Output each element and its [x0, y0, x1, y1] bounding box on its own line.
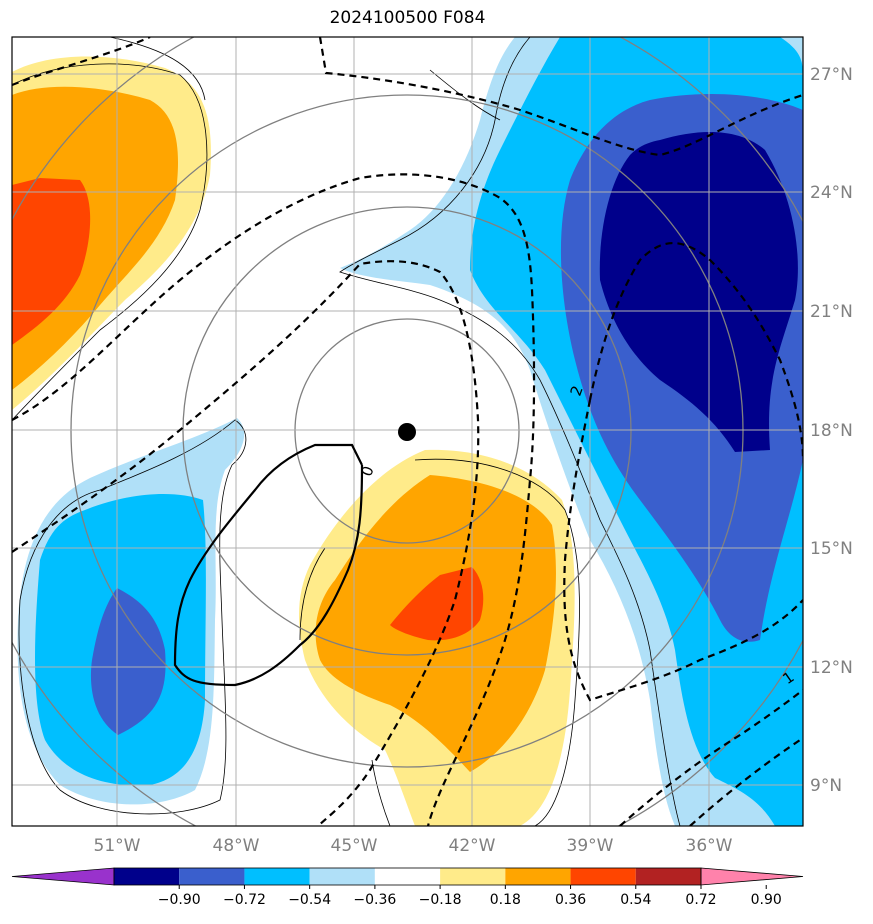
colorbar-segment — [635, 868, 701, 885]
colorbar-segment — [570, 868, 636, 885]
colorbar-extend-low — [11, 867, 115, 886]
lon-tick-labels: 51°W 48°W 45°W 42°W 39°W 36°W — [94, 836, 733, 856]
lat-tick-labels: 27°N 24°N 21°N 18°N 15°N 12°N 9°N — [810, 65, 853, 796]
colorbar-tick-label: 0.36 — [555, 892, 586, 908]
colorbar-segment — [244, 868, 310, 885]
dashed-contour-southeast-1 — [619, 689, 803, 826]
fill-pos-054-center — [390, 567, 484, 641]
colorbar-extend-high — [700, 867, 804, 886]
lon-tick-label: 42°W — [449, 836, 496, 856]
zero-contour-line — [173, 443, 364, 687]
range-rings — [12, 37, 803, 826]
colorbar-tick-label: 0.54 — [620, 892, 651, 908]
dashed-contour-north-2 — [318, 37, 803, 157]
colorbar-tick-label: 0.72 — [685, 892, 716, 908]
lon-tick-label: 36°W — [686, 836, 733, 856]
colorbar-segment — [114, 868, 180, 885]
lat-tick-label: 21°N — [810, 302, 853, 322]
thin-contour-west — [12, 63, 208, 421]
map-title: 2024100500 F084 — [329, 8, 486, 28]
dashed-contour-east-2 — [563, 399, 803, 702]
colorbar-tick-label: 0.90 — [751, 892, 782, 908]
lon-tick-label: 48°W — [213, 836, 260, 856]
filled-contours — [12, 37, 803, 826]
lon-tick-label: 39°W — [567, 836, 614, 856]
fill-neg-072-east — [599, 131, 798, 452]
contour-label-zero: 0 — [357, 464, 377, 479]
colorbar-segment — [505, 868, 571, 885]
colorbar-segment — [309, 868, 375, 885]
dashed-contour-north-1 — [12, 37, 151, 87]
lat-tick-label: 15°N — [810, 539, 853, 559]
lat-tick-label: 18°N — [810, 421, 853, 441]
thin-contour-east-1 — [339, 37, 681, 826]
lat-tick-label: 12°N — [810, 658, 853, 678]
colorbar-segment — [179, 868, 245, 885]
dashed-contour-center — [12, 260, 480, 826]
colorbar-tick-label: −0.54 — [288, 892, 331, 908]
range-ring-2 — [182, 206, 632, 656]
range-ring-3 — [70, 94, 744, 768]
colorbar-tick-label: −0.90 — [158, 892, 201, 908]
colorbar-tick-label: 0.18 — [490, 892, 521, 908]
dashed-contour-southeast-2 — [689, 737, 803, 826]
lon-tick-label: 51°W — [94, 836, 141, 856]
colorbar-segment — [374, 868, 441, 885]
colorbar-tick-label: −0.36 — [353, 892, 396, 908]
dashed-contour-east — [588, 242, 803, 461]
lat-tick-label: 24°N — [810, 183, 853, 203]
colorbar-outline — [113, 867, 702, 886]
colorbar-tick-label: −0.18 — [419, 892, 462, 908]
fill-pos-054-west — [12, 86, 179, 391]
range-ring-1 — [294, 318, 520, 544]
dashed-contour-west — [12, 173, 536, 826]
thin-contour-southwest — [18, 419, 247, 815]
colorbar: −0.90 −0.72 −0.54 −0.36 −0.18 0.18 0.36 0.54 0.7… — [11, 867, 804, 908]
map-panel: 0 2 1 — [12, 37, 803, 826]
lon-tick-label: 45°W — [331, 836, 378, 856]
dashed-contours — [12, 37, 803, 826]
lat-tick-label: 27°N — [810, 65, 853, 85]
map-frame — [11, 36, 804, 827]
lat-tick-label: 9°N — [810, 776, 842, 796]
fill-pos-072-west — [12, 178, 91, 345]
fill-neg-054-southwest — [90, 588, 166, 735]
storm-center-dot — [398, 423, 416, 441]
colorbar-segment — [440, 868, 506, 885]
colorbar-tick-label: −0.72 — [223, 892, 266, 908]
